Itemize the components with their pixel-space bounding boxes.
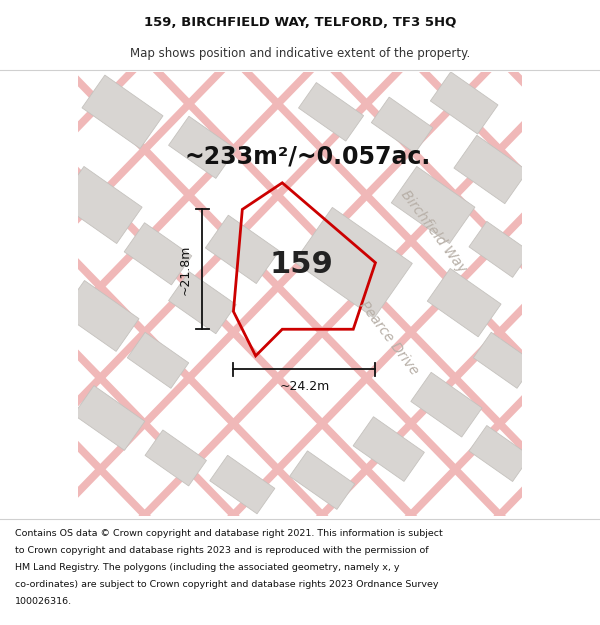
- Polygon shape: [127, 332, 189, 388]
- Polygon shape: [290, 451, 355, 509]
- Polygon shape: [294, 208, 412, 318]
- Polygon shape: [353, 417, 424, 481]
- Polygon shape: [473, 332, 535, 388]
- Text: ~233m²/~0.057ac.: ~233m²/~0.057ac.: [185, 144, 431, 168]
- Text: ~24.2m: ~24.2m: [280, 380, 329, 393]
- Text: 159, BIRCHFIELD WAY, TELFORD, TF3 5HQ: 159, BIRCHFIELD WAY, TELFORD, TF3 5HQ: [144, 16, 456, 29]
- Text: Contains OS data © Crown copyright and database right 2021. This information is : Contains OS data © Crown copyright and d…: [15, 529, 443, 538]
- Polygon shape: [430, 72, 498, 134]
- Text: 159: 159: [269, 251, 333, 279]
- Text: ~21.8m: ~21.8m: [178, 244, 191, 294]
- Polygon shape: [169, 116, 236, 178]
- Text: Map shows position and indicative extent of the property.: Map shows position and indicative extent…: [130, 48, 470, 61]
- Polygon shape: [210, 455, 275, 514]
- Polygon shape: [391, 166, 475, 244]
- Polygon shape: [82, 75, 163, 149]
- Polygon shape: [427, 269, 501, 337]
- Text: HM Land Registry. The polygons (including the associated geometry, namely x, y: HM Land Registry. The polygons (includin…: [15, 562, 400, 572]
- Polygon shape: [169, 271, 236, 334]
- Polygon shape: [145, 430, 206, 486]
- Text: 100026316.: 100026316.: [15, 596, 72, 606]
- Polygon shape: [469, 426, 530, 481]
- Text: Pearce Drive: Pearce Drive: [356, 299, 421, 378]
- Text: Birchfield Way: Birchfield Way: [398, 188, 469, 276]
- Text: to Crown copyright and database rights 2023 and is reproduced with the permissio: to Crown copyright and database rights 2…: [15, 546, 428, 555]
- Polygon shape: [74, 386, 145, 451]
- Polygon shape: [469, 221, 530, 278]
- Polygon shape: [124, 222, 192, 285]
- Polygon shape: [299, 82, 364, 141]
- Polygon shape: [62, 281, 139, 351]
- Polygon shape: [411, 372, 482, 437]
- Polygon shape: [371, 97, 433, 153]
- Polygon shape: [454, 136, 528, 204]
- Text: co-ordinates) are subject to Crown copyright and database rights 2023 Ordnance S: co-ordinates) are subject to Crown copyr…: [15, 579, 439, 589]
- Polygon shape: [59, 166, 142, 244]
- Polygon shape: [205, 215, 279, 284]
